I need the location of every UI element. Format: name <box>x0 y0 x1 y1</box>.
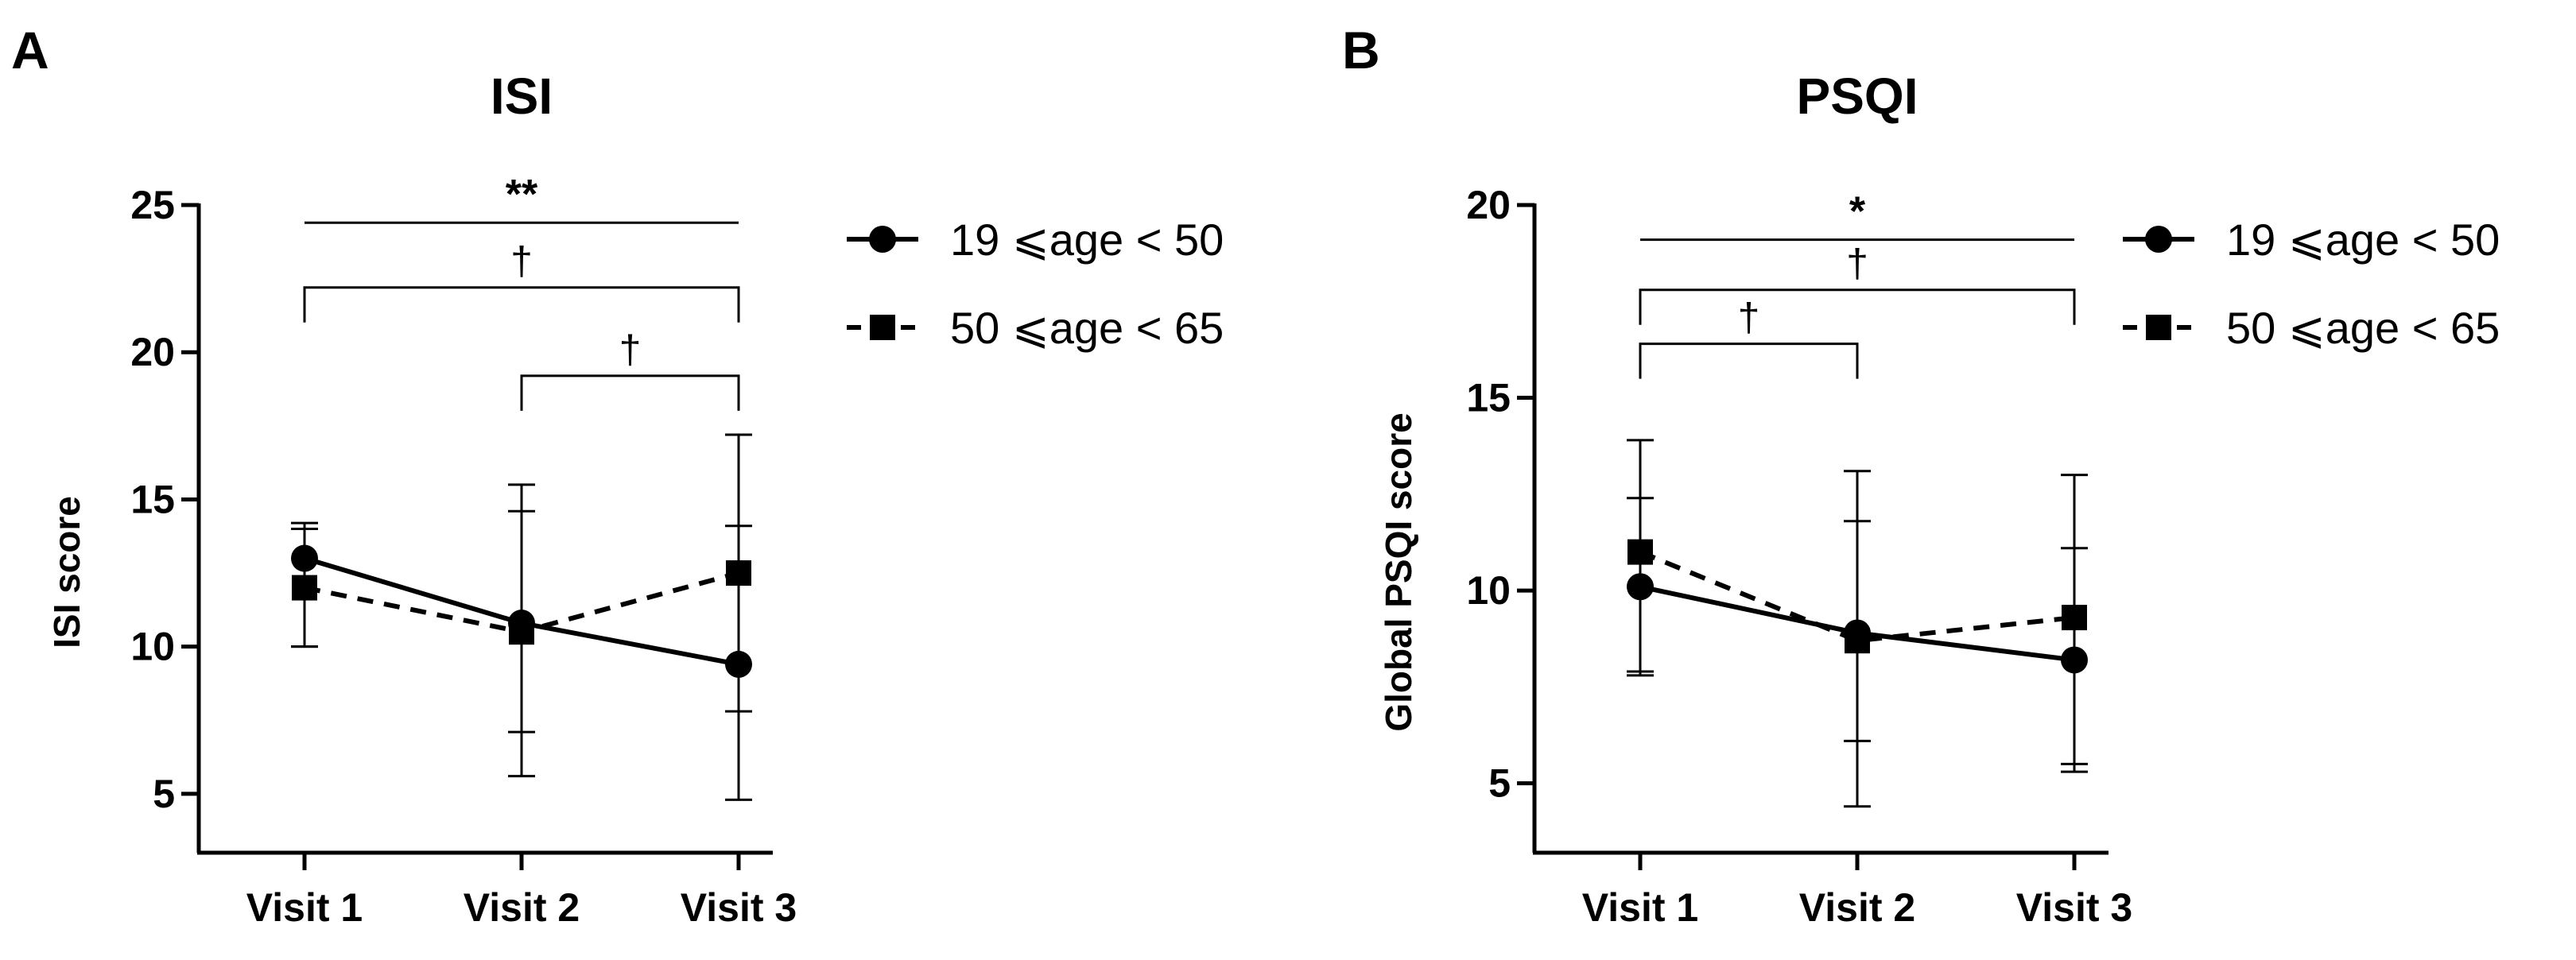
data-point-square <box>509 619 534 645</box>
x-tick-label: Visit 1 <box>1582 885 1698 930</box>
y-tick-label: 10 <box>1466 568 1511 613</box>
panel-a-isi-chart: 5 10 15 20 25 Visit 1 Visit 2 Visit 3 ** † † <box>130 172 797 930</box>
legend-panel-b: 19 ⩽age < 50 50 ⩽age < 65 <box>2123 215 2500 353</box>
data-point-circle <box>1627 573 1654 601</box>
panel-label-b: B <box>1342 21 1380 79</box>
chart-title-isi: ISI <box>491 68 553 125</box>
y-axis-label-psqi: Global PSQI score <box>1378 412 1419 731</box>
y-tick-label: 20 <box>130 330 175 374</box>
x-tick-label: Visit 3 <box>681 885 797 930</box>
x-tick-label: Visit 1 <box>246 885 363 930</box>
panel-label-a: A <box>11 21 49 79</box>
legend-label-2: 50 ⩽age < 65 <box>2226 303 2500 353</box>
y-tick-label: 5 <box>1488 761 1511 806</box>
y-tick-label: 15 <box>130 477 175 521</box>
data-point-square <box>726 560 751 586</box>
legend-marker-circle <box>2145 226 2172 253</box>
significance-label: † <box>510 239 533 284</box>
significance-label: ** <box>506 172 538 218</box>
legend-marker-square <box>870 315 895 340</box>
data-point-square <box>1627 539 1653 565</box>
y-tick-label: 5 <box>153 772 175 816</box>
x-tick-label: Visit 2 <box>464 885 580 930</box>
y-tick-label: 15 <box>1466 376 1511 420</box>
significance-label: * <box>1849 189 1866 235</box>
legend-label-1: 19 ⩽age < 50 <box>2226 215 2500 265</box>
legend-marker-square <box>2146 315 2171 340</box>
chart-title-psqi: PSQI <box>1797 68 1918 125</box>
legend-label-1: 19 ⩽age < 50 <box>950 215 1224 265</box>
data-point-square <box>1845 628 1870 654</box>
significance-bracket <box>303 286 740 323</box>
data-point-circle <box>291 544 318 572</box>
x-tick-label: Visit 2 <box>1799 885 1915 930</box>
legend-panel-a: 19 ⩽age < 50 50 ⩽age < 65 <box>847 215 1224 353</box>
legend-label-2: 50 ⩽age < 65 <box>950 303 1224 353</box>
y-axis-label-isi: ISI score <box>46 496 87 648</box>
significance-bracket <box>1639 288 2076 325</box>
y-tick-label: 20 <box>1466 183 1511 227</box>
significance-label: † <box>619 327 642 372</box>
y-tick-label: 10 <box>130 625 175 669</box>
legend-marker-circle <box>869 226 896 253</box>
y-tick-label: 25 <box>130 183 175 227</box>
significance-label: † <box>1738 296 1760 340</box>
significance-label: † <box>1846 242 1868 286</box>
significance-bracket <box>1639 343 1859 379</box>
panel-b-psqi-chart: 5 10 15 20 Visit 1 Visit 2 Visit 3 * † † <box>1466 183 2132 930</box>
data-point-square <box>292 575 317 601</box>
x-tick-label: Visit 3 <box>2016 885 2132 930</box>
data-point-circle <box>2061 646 2088 674</box>
significance-bracket <box>520 374 740 411</box>
data-point-circle <box>725 650 752 678</box>
series-line-2 <box>1639 549 2075 644</box>
data-point-square <box>2062 605 2087 631</box>
